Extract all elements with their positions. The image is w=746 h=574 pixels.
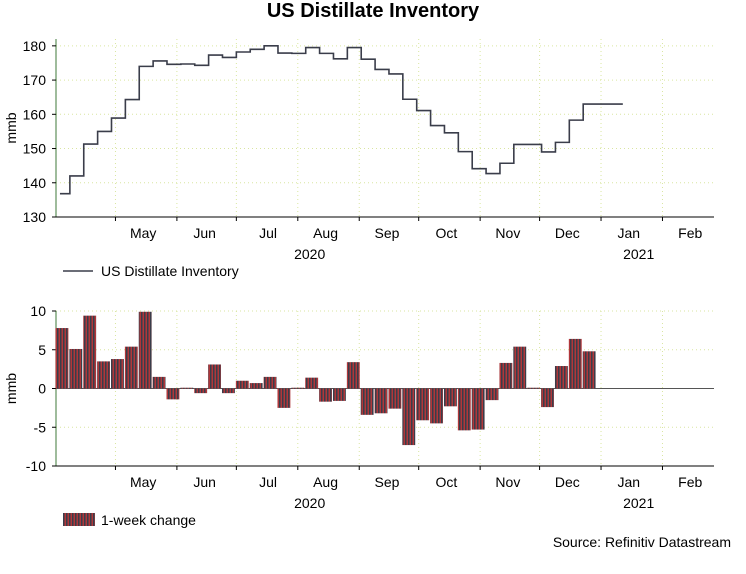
weekly-change-bar-chart: May Jun Jul Aug Sep Oct Nov Dec Jan Feb 2020 2021 -1… — [3, 303, 714, 511]
change-bar — [194, 388, 208, 394]
inventory-y-tick-label: 170 — [23, 72, 47, 88]
change-y-tick-label: 5 — [38, 342, 46, 358]
inventory-line-chart: May Jun Jul Aug Sep Oct Nov Dec Jan Feb 2020 2021 13… — [3, 38, 714, 262]
inventory-month-label: Jul — [259, 225, 277, 241]
inventory-month-label: Jun — [193, 225, 216, 241]
chart-title: US Distillate Inventory — [266, 0, 480, 22]
change-month-label: Dec — [555, 474, 580, 490]
inventory-y-tick-label: 130 — [23, 209, 47, 225]
inventory-month-label: Dec — [555, 225, 580, 241]
change-bar — [263, 376, 277, 389]
change-bar — [374, 388, 388, 414]
change-bar — [249, 383, 263, 389]
change-bar — [582, 351, 596, 389]
inventory-year-label: 2020 — [294, 246, 325, 262]
inventory-month-label: Feb — [678, 225, 702, 241]
change-month-label: Jan — [617, 474, 640, 490]
change-month-label: Jul — [259, 474, 277, 490]
change-bar — [97, 361, 111, 389]
change-month-label: Oct — [436, 474, 458, 490]
inventory-y-axis-label: mmb — [3, 112, 19, 143]
change-bar — [166, 388, 180, 400]
inventory-month-label: May — [130, 225, 156, 241]
change-bar — [388, 388, 402, 409]
change-bar — [360, 388, 374, 415]
change-y-axis-label: mmb — [3, 373, 19, 404]
change-month-label: May — [130, 474, 156, 490]
change-bar — [152, 376, 166, 389]
change-month-label: Nov — [495, 474, 520, 490]
inventory-month-label: Sep — [375, 225, 400, 241]
inventory-month-label: Oct — [436, 225, 458, 241]
change-bar — [180, 387, 194, 389]
change-month-label: Jun — [193, 474, 216, 490]
change-bar — [485, 388, 499, 401]
change-y-tick-label: 0 — [38, 381, 46, 397]
inventory-legend-label: US Distillate Inventory — [101, 263, 239, 279]
inventory-y-tick-label: 180 — [23, 38, 47, 54]
change-bar — [291, 387, 305, 389]
change-bar — [235, 380, 249, 389]
change-y-tick-label: -10 — [26, 458, 46, 474]
change-bar — [513, 346, 527, 389]
change-bar — [457, 388, 471, 431]
change-year-label: 2021 — [623, 495, 654, 511]
change-legend-swatch — [63, 513, 95, 526]
change-y-tick-label: -5 — [34, 419, 47, 435]
change-bar — [69, 348, 83, 389]
change-bar — [541, 388, 554, 408]
change-bar — [346, 362, 360, 389]
change-bar — [305, 377, 319, 389]
change-bar — [124, 346, 138, 389]
inventory-month-label: Jan — [617, 225, 640, 241]
change-bar — [332, 388, 346, 401]
inventory-month-label: Nov — [495, 225, 520, 241]
change-month-label: Feb — [678, 474, 702, 490]
source-note: Source: Refinitiv Datastream — [553, 534, 731, 550]
inventory-y-tick-label: 140 — [23, 175, 47, 191]
change-bar — [83, 315, 97, 389]
change-bar — [527, 387, 541, 389]
inventory-month-label: Aug — [313, 225, 338, 241]
change-y-tick-label: 10 — [30, 303, 46, 319]
inventory-y-tick-label: 160 — [23, 106, 47, 122]
legends: US Distillate Inventory 1-week change — [63, 263, 239, 528]
change-month-label: Sep — [375, 474, 400, 490]
inventory-series-line — [59, 45, 623, 195]
change-month-label: Aug — [313, 474, 338, 490]
change-bar — [471, 388, 485, 430]
change-bar — [138, 311, 152, 389]
change-bar — [221, 388, 235, 394]
change-bar — [443, 388, 457, 407]
change-bar — [430, 388, 443, 424]
inventory-y-tick-label: 150 — [23, 141, 47, 157]
change-bar — [554, 366, 568, 389]
change-bar — [568, 338, 582, 389]
change-bar — [208, 364, 221, 389]
change-bar — [319, 388, 332, 402]
change-legend-label: 1-week change — [101, 512, 196, 528]
change-bar — [416, 388, 430, 421]
change-bar — [499, 362, 513, 389]
change-bar — [111, 359, 124, 389]
change-bar — [55, 328, 69, 389]
change-bar — [402, 388, 416, 446]
change-year-label: 2020 — [294, 495, 325, 511]
inventory-year-label: 2021 — [623, 246, 654, 262]
change-bar — [277, 388, 291, 408]
